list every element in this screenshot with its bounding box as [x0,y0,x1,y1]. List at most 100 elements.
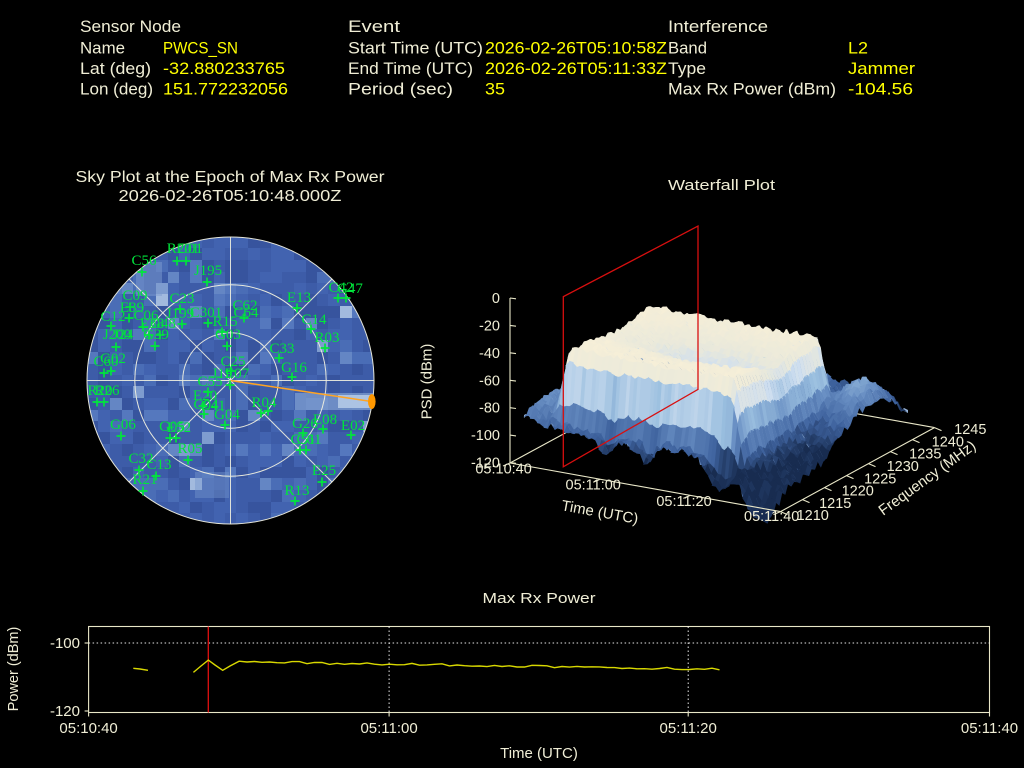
svg-text:-40: -40 [479,346,500,362]
svg-text:1210: 1210 [797,508,829,524]
svg-text:R05: R05 [177,441,202,457]
svg-text:C42: C42 [328,280,353,296]
svg-text:J19: J19 [212,366,233,382]
svg-text:05:11:00: 05:11:00 [360,720,417,737]
svg-text:C25: C25 [220,354,245,370]
svg-text:E02: E02 [341,418,365,434]
svg-text:2026-02-26T05:11:33Z: 2026-02-26T05:11:33Z [485,60,667,78]
svg-text:G47: G47 [337,281,363,297]
svg-text:R201: R201 [167,241,200,257]
svg-text:Type: Type [668,60,706,78]
svg-text:C62: C62 [232,298,257,314]
svg-text:1215: 1215 [819,496,851,512]
svg-text:Sky Plot at the Epoch of Max R: Sky Plot at the Epoch of Max Rx Power [76,169,385,186]
svg-text:Sensor Node: Sensor Node [80,18,181,36]
svg-text:C56: C56 [131,253,157,269]
svg-text:G26: G26 [292,416,318,432]
svg-text:Start Time (UTC): Start Time (UTC) [348,40,483,58]
svg-text:G02: G02 [100,351,126,367]
svg-text:G48: G48 [150,316,176,332]
svg-text:G05: G05 [159,419,185,435]
svg-text:Time (UTC): Time (UTC) [500,745,578,762]
svg-text:05:10:40: 05:10:40 [475,462,531,478]
svg-text:05:11:20: 05:11:20 [656,494,711,510]
svg-text:C13: C13 [146,457,171,473]
svg-text:Max Rx Power: Max Rx Power [483,591,596,607]
svg-text:C51: C51 [290,432,315,448]
svg-text:Waterfall Plot: Waterfall Plot [668,178,775,194]
svg-text:Band: Band [668,40,707,58]
svg-text:End Time (UTC): End Time (UTC) [348,60,473,78]
svg-text:0: 0 [492,291,500,307]
svg-text:J195: J195 [194,263,222,279]
svg-text:C06: C06 [133,308,159,324]
svg-text:1240: 1240 [932,434,964,450]
svg-text:C60: C60 [93,354,118,370]
svg-text:Interference: Interference [668,18,768,36]
svg-text:-100: -100 [471,428,500,444]
svg-text:R21: R21 [132,472,157,488]
svg-text:1225: 1225 [864,471,896,487]
svg-text:G04: G04 [214,407,240,423]
svg-text:R20: R20 [87,383,112,399]
svg-text:E20: E20 [193,388,217,404]
svg-text:E25: E25 [312,463,336,479]
svg-text:PWCS_SN: PWCS_SN [163,40,238,58]
svg-text:C04: C04 [193,397,219,413]
svg-text:-60: -60 [479,373,500,389]
svg-text:-104.56: -104.56 [848,81,913,99]
svg-text:-100: -100 [50,635,80,652]
svg-text:05:10:40: 05:10:40 [59,720,117,737]
svg-text:05:11:40: 05:11:40 [744,509,799,525]
svg-text:G16: G16 [281,360,307,376]
svg-text:-120: -120 [471,456,500,472]
svg-text:C41: C41 [200,398,225,414]
svg-text:C32: C32 [128,451,153,467]
svg-text:R13: R13 [284,483,309,499]
svg-text:2026-02-26T05:10:58Z: 2026-02-26T05:10:58Z [485,40,667,58]
svg-text:E13: E13 [287,290,311,306]
svg-text:-32.880233765: -32.880233765 [163,60,285,78]
svg-text:C33: C33 [269,341,294,357]
svg-text:C55: C55 [197,374,222,390]
svg-text:-20: -20 [479,318,500,334]
svg-text:C12: C12 [100,309,125,325]
svg-text:G06: G06 [110,417,136,433]
svg-text:Event: Event [348,18,400,36]
svg-text:1230: 1230 [887,459,919,475]
svg-text:E38: E38 [140,316,164,332]
svg-text:R26: R26 [94,383,120,399]
svg-text:05:11:20: 05:11:20 [660,720,717,737]
svg-text:E39: E39 [120,300,144,316]
svg-text:05:11:40: 05:11:40 [961,720,1018,737]
svg-text:-120: -120 [50,703,80,720]
svg-text:R15: R15 [212,314,237,330]
svg-text:J24: J24 [113,327,134,343]
svg-text:Jammer: Jammer [848,60,916,78]
svg-text:Power (dBm): Power (dBm) [6,627,22,712]
svg-text:Period (sec): Period (sec) [348,81,453,99]
svg-text:1235: 1235 [909,447,941,463]
svg-text:Name: Name [80,40,125,58]
svg-text:C14: C14 [301,312,327,328]
svg-text:05:11:00: 05:11:00 [566,477,621,493]
svg-text:C23: C23 [169,291,194,307]
svg-text:2026-02-26T05:10:48.000Z: 2026-02-26T05:10:48.000Z [119,188,342,205]
svg-text:J199: J199 [166,306,194,322]
svg-text:151.772232056: 151.772232056 [163,81,288,99]
svg-text:Max Rx Power (dBm): Max Rx Power (dBm) [668,81,836,99]
svg-text:Lat (deg): Lat (deg) [80,60,151,78]
svg-text:R04: R04 [251,395,277,411]
svg-text:-80: -80 [479,401,500,417]
svg-text:E08: E08 [313,412,337,428]
svg-text:C09: C09 [122,288,147,304]
svg-text:C301: C301 [190,305,223,321]
svg-text:35: 35 [485,81,505,99]
svg-text:Lon (deg): Lon (deg) [80,81,153,99]
svg-text:C64: C64 [233,305,259,321]
svg-text:G01: G01 [177,241,203,257]
svg-text:1220: 1220 [842,484,874,500]
svg-text:E52: E52 [167,420,191,436]
svg-text:PSD (dBm): PSD (dBm) [419,344,436,420]
svg-text:J200: J200 [103,327,131,343]
